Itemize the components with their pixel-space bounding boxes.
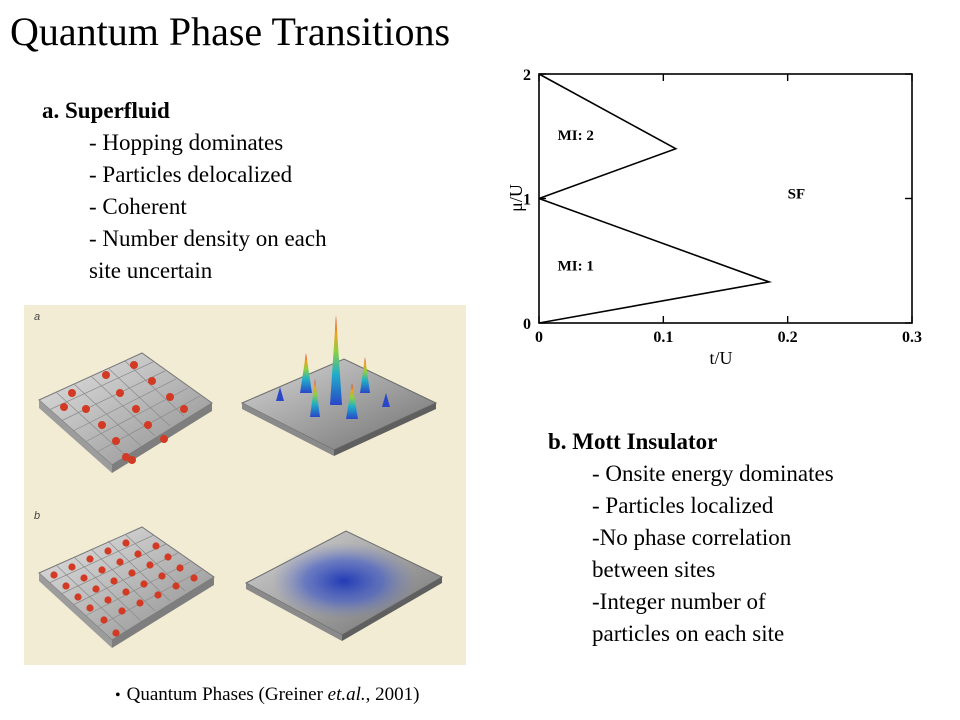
mott-heading: b. Mott Insulator [548, 429, 718, 454]
caption-text: Quantum Phases (Greiner [126, 684, 328, 705]
mott-insulator-description: b. Mott Insulator - Onsite energy domina… [548, 426, 834, 650]
x-tick-label: 0.3 [902, 329, 922, 346]
mott-item: - Particles localized [592, 493, 774, 518]
phase-boundary-line [538, 197, 773, 324]
x-axis: 0 0.1 0.2 0.3 [535, 74, 922, 346]
mott-item: - Onsite energy dominates [592, 461, 834, 486]
y-tick-label: 1 [523, 192, 531, 209]
mott-item-continuation: between sites [592, 557, 716, 582]
y-tick-label: 2 [523, 67, 531, 84]
lattice-illustration-graphic [38, 315, 444, 648]
lattice-b [38, 526, 215, 648]
phase-region-label: MI: 2 [558, 128, 594, 144]
superfluid-item: - Number density on each [89, 226, 327, 251]
superfluid-heading: a. Superfluid [42, 98, 170, 123]
incoherent-cloud [244, 530, 444, 641]
phase-region-label: SF [788, 187, 806, 203]
caption-year: , 2001) [365, 684, 420, 705]
plot-frame [538, 73, 913, 324]
panel-a-label: a [34, 311, 41, 323]
lattice-illustration: a b [24, 305, 466, 665]
phase-boundary-line [538, 73, 678, 200]
y-tick-label: 0 [523, 316, 531, 333]
mott-item-continuation: particles on each site [592, 621, 785, 646]
phase-region-labels: MI: 1 MI: 2 SF [558, 128, 806, 275]
phase-boundaries [538, 73, 773, 324]
slide-title: Quantum Phase Transitions [10, 9, 451, 54]
lattice-a [38, 352, 213, 473]
x-tick-label: 0.2 [778, 329, 798, 346]
phase-diagram-chart: 0 0.1 0.2 0.3 0 1 2 MI: 1 MI: 2 SF t/U μ/U [506, 67, 922, 368]
caption-bullet: • [115, 687, 121, 704]
superfluid-description: a. Superfluid - Hopping dominates - Part… [42, 95, 327, 287]
superfluid-item: - Particles delocalized [89, 162, 293, 187]
x-axis-label: t/U [709, 348, 732, 368]
superfluid-item: - Hopping dominates [89, 130, 284, 155]
superfluid-item-continuation: site uncertain [89, 258, 213, 283]
y-axis-label: μ/U [506, 184, 526, 212]
mott-item: -Integer number of [592, 589, 766, 614]
panel-b-label: b [34, 510, 41, 522]
interference-peaks [240, 315, 438, 456]
x-tick-label: 0 [535, 329, 543, 346]
caption-italic: et.al. [327, 684, 366, 705]
phase-region-label: MI: 1 [558, 259, 594, 275]
superfluid-item: - Coherent [89, 194, 187, 219]
x-tick-label: 0.1 [653, 329, 673, 346]
figure-caption: • Quantum Phases (Greiner et.al., 2001) [115, 684, 419, 706]
mott-item: -No phase correlation [592, 525, 792, 550]
